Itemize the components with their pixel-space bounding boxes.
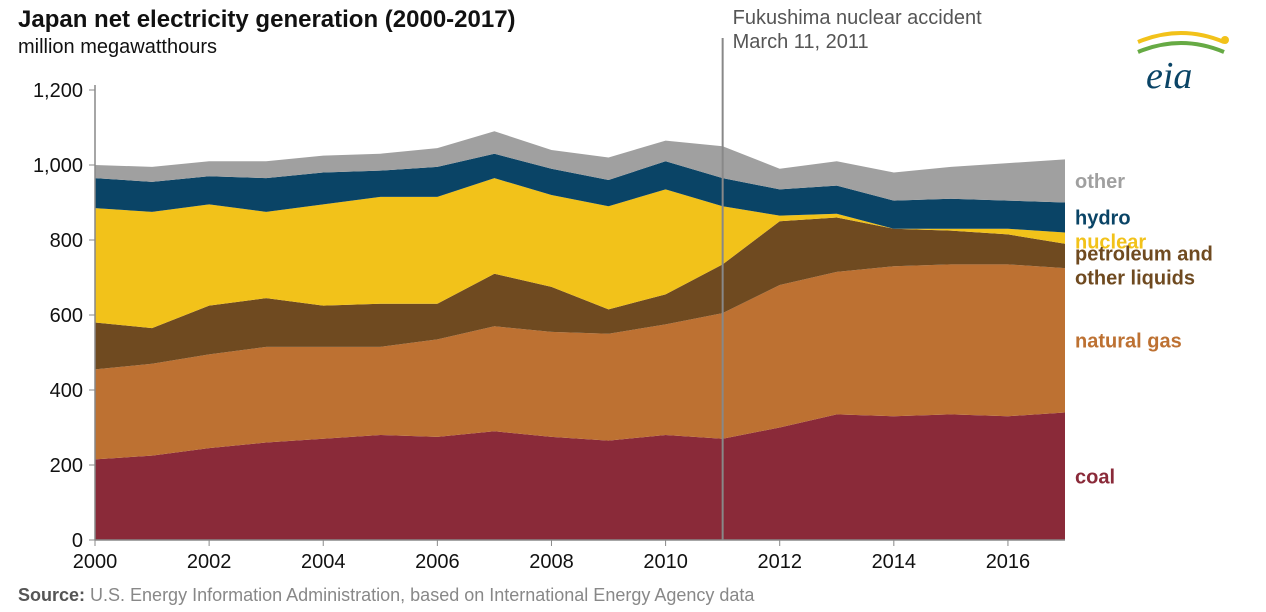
source-label: Source:	[18, 585, 85, 605]
stacked-area-chart: 0 200 400 600 800 1,000 1,200 2000 2002 2004 2006 2…	[0, 0, 1266, 612]
logo-text: eia	[1146, 55, 1192, 97]
x-tick-label: 2012	[757, 551, 802, 573]
legend-label-hydro: hydro	[1075, 208, 1131, 230]
y-tick-label: 200	[50, 455, 83, 477]
x-tick-label: 2014	[872, 551, 917, 573]
y-tick-label: 400	[50, 380, 83, 402]
legend-label-petroleum: other liquids	[1075, 268, 1195, 290]
x-tick-label: 2000	[73, 551, 118, 573]
x-tick-label: 2016	[986, 551, 1031, 573]
legend-label-natural_gas: natural gas	[1075, 330, 1182, 352]
y-tick-label: 1,000	[33, 155, 83, 177]
y-tick-label: 1,200	[33, 80, 83, 102]
eia-logo: eia	[1126, 30, 1236, 105]
x-tick-label: 2002	[187, 551, 232, 573]
legend-label-petroleum: petroleum and	[1075, 244, 1213, 266]
x-tick-label: 2008	[529, 551, 574, 573]
legend-label-other: other	[1075, 171, 1125, 193]
y-tick-label: 600	[50, 305, 83, 327]
x-tick-label: 2006	[415, 551, 460, 573]
x-tick-label: 2010	[643, 551, 688, 573]
source-text: U.S. Energy Information Administration, …	[85, 585, 754, 605]
y-tick-label: 800	[50, 230, 83, 252]
source-line: Source: U.S. Energy Information Administ…	[18, 585, 754, 606]
x-tick-label: 2004	[301, 551, 346, 573]
y-tick-label: 0	[72, 530, 83, 552]
legend-label-coal: coal	[1075, 466, 1115, 488]
